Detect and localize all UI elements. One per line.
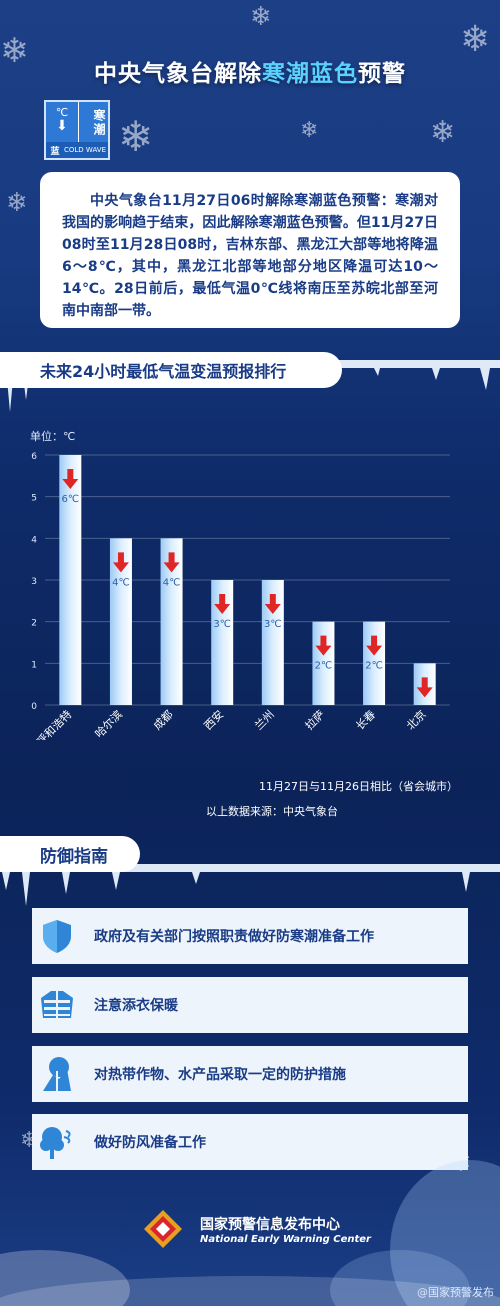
guide-item-3: 做好防风准备工作 [32,1114,468,1170]
title-highlight: 寒潮蓝色 [262,61,358,87]
data-label: 3℃ [264,619,282,630]
warning-badge: ℃ ⬇ 寒潮 蓝 COLD WAVE [44,100,110,160]
bar [211,580,234,705]
y-tick-label: 1 [31,660,37,670]
y-tick-label: 0 [31,702,37,712]
x-tick-label: 北京 [403,707,428,732]
y-tick-label: 6 [31,452,37,462]
wind-tree-icon [38,1123,76,1161]
x-tick-label: 哈尔滨 [92,707,125,740]
data-label: 3℃ [213,619,231,630]
y-tick-label: 3 [31,577,37,587]
x-tick-label: 长春 [353,708,378,733]
y-tick-label: 4 [31,535,37,545]
page-title: 中央气象台解除寒潮蓝色预警 [0,54,500,88]
crop-protection-icon [38,1055,76,1093]
forecast-section-title: 未来24小时最低气温变温预报排行 [40,362,287,381]
compare-note: 11月27日与11月26日相比（省会城市） [259,780,458,793]
x-tick-label: 西安 [201,707,226,732]
clothing-icon [38,986,76,1024]
title-text-end: 预警 [358,61,406,87]
snowy-trees-decoration [0,1160,500,1306]
x-tick-label: 成都 [151,708,176,733]
down-arrow-icon [315,635,332,656]
data-label: 4℃ [112,577,130,588]
bar [59,455,82,705]
guide-item-2: 对热带作物、水产品采取一定的防护措施 [32,1046,468,1102]
bar [261,580,284,705]
bar [160,538,183,705]
data-label: 2℃ [315,661,333,672]
nwec-logo [142,1208,184,1250]
down-arrow-icon [264,594,281,614]
guide-text: 对热带作物、水产品采取一定的防护措施 [94,1067,346,1083]
guide-section-banner: 防御指南 [0,836,140,872]
bar [363,621,386,705]
guide-item-1: 注意添衣保暖 [32,977,468,1033]
shield-icon [38,917,76,955]
snowflake-icon: ❄ [118,112,154,161]
data-label: 4℃ [163,577,181,588]
down-arrow-icon [163,552,180,573]
y-tick-label: 2 [31,619,37,629]
chart-unit-label: 单位：℃ [30,430,76,443]
badge-level: 蓝 [50,146,60,157]
down-arrow-icon [112,552,129,573]
temperature-drop-chart: 0 1 2 3 4 5 6 6℃ 呼和浩特 4℃ 哈尔滨 4℃ 成都 3℃ 西安 3℃ 兰州 2℃ 拉萨 2℃ 长春 北京 [31,452,450,740]
guide-text: 政府及有关部门按照职责做好防寒潮准备工作 [94,929,374,945]
weibo-watermark: @国家预警发布 [417,1286,494,1299]
snowflake-icon: ❄ [250,2,272,32]
guide-section-title: 防御指南 [40,846,108,867]
notice-card: 中央气象台11月27日06时解除寒潮蓝色预警：寒潮对我国的影响趋于结束，因此解除… [40,172,460,328]
source-note: 以上数据来源：中央气象台 [206,805,338,818]
x-tick-label: 呼和浩特 [33,707,74,740]
y-tick-label: 5 [31,494,37,504]
snowflake-icon: ❄ [6,188,28,218]
down-arrow-icon [62,469,79,489]
footer-org-name-cn: 国家预警信息发布中心 [200,1217,340,1233]
bar [109,538,132,705]
title-text: 中央气象台解除 [94,61,262,87]
snowflake-icon: ❄ [300,118,319,143]
x-tick-label: 兰州 [252,708,277,733]
guide-text: 注意添衣保暖 [94,998,178,1014]
snowflake-icon: ❄ [460,19,491,60]
snowflake-icon: ❄ [430,115,456,150]
x-tick-label: 拉萨 [302,707,327,732]
footer-org-name-en: National Early Warning Center [200,1234,371,1245]
badge-en: COLD WAVE [64,146,107,154]
down-arrow-icon [366,635,383,656]
bar [312,621,335,705]
data-label: 6℃ [62,494,80,505]
guide-text: 做好防风准备工作 [94,1135,206,1151]
forecast-section-banner: 未来24小时最低气温变温预报排行 [0,352,342,388]
badge-type-label: 寒潮 [78,102,108,142]
snowflake-icon: ❄ [0,31,29,71]
thermometer-down-icon: ℃ ⬇ [46,102,78,142]
badge-unit: ℃ [55,106,69,119]
down-arrow-icon [416,677,433,698]
data-label: 2℃ [365,661,383,672]
guide-item-0: 政府及有关部门按照职责做好防寒潮准备工作 [32,908,468,964]
down-arrow-icon [214,594,231,614]
